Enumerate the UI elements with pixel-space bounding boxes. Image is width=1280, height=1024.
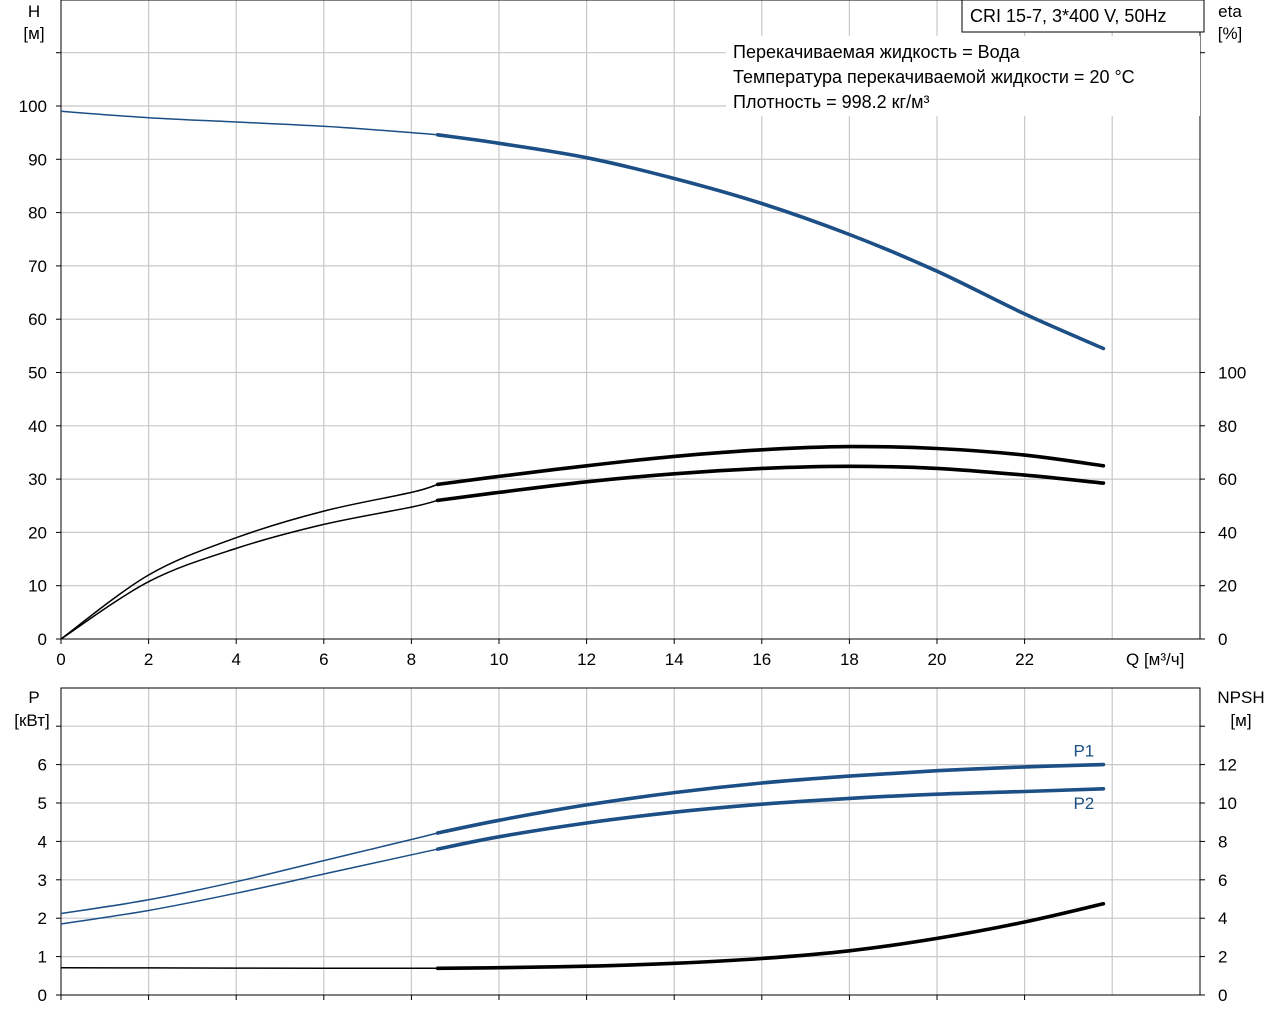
p1-curve-thick: [435, 762, 1106, 835]
right-tick-label: 0: [1218, 630, 1227, 649]
p2-curve-thick: [435, 787, 1106, 851]
x-tick-label: 22: [1015, 650, 1034, 669]
head-efficiency-chart: CRI 15-7, 3*400 V, 50Hz Перекачиваемая ж…: [19, 0, 1246, 669]
npsh-axis-name: NPSH: [1217, 688, 1264, 707]
p1-curve-thin: [60, 832, 438, 915]
right-tick-label: 100: [1218, 364, 1246, 383]
title-box: [961, 0, 1205, 33]
left-tick-label: 1: [38, 948, 47, 967]
bottom-series: P1 P2: [60, 742, 1106, 971]
power-axis-name: P: [28, 688, 39, 707]
p2-curve-thin: [60, 848, 438, 925]
left-tick-label: 100: [19, 97, 47, 116]
right-tick-label: 8: [1218, 832, 1227, 851]
head-curve-thin: [60, 110, 438, 136]
left-tick-label: 60: [28, 310, 47, 329]
x-axis-label: Q [м³/ч]: [1126, 650, 1184, 669]
x-tick-label: 20: [928, 650, 947, 669]
bottom-grid: [61, 688, 1200, 995]
right-axis-name: eta: [1218, 2, 1242, 21]
right-tick-label: 80: [1218, 417, 1237, 436]
series-label-p1: P1: [1073, 742, 1094, 761]
right-tick-label: 20: [1218, 577, 1237, 596]
left-tick-label: 90: [28, 150, 47, 169]
right-tick-label: 10: [1218, 794, 1237, 813]
left-tick-label: 40: [28, 417, 47, 436]
x-tick-label: 12: [577, 650, 596, 669]
right-tick-label: 2: [1218, 948, 1227, 967]
right-axis-unit: [%]: [1218, 24, 1243, 43]
x-axis-label-bg: [1118, 645, 1198, 669]
npsh-axis-unit: [м]: [1230, 711, 1251, 730]
x-tick-label: 6: [319, 650, 328, 669]
left-axis-name: H: [28, 2, 40, 21]
left-tick-label: 6: [38, 756, 47, 775]
left-tick-label: 30: [28, 470, 47, 489]
x-tick-label: 0: [56, 650, 65, 669]
x-tick-label: 4: [231, 650, 240, 669]
chart-title: CRI 15-7, 3*400 V, 50Hz: [970, 6, 1166, 26]
left-tick-label: 2: [38, 909, 47, 928]
left-tick-label: 70: [28, 257, 47, 276]
left-tick-label: 3: [38, 871, 47, 890]
left-tick-label: 80: [28, 204, 47, 223]
left-tick-label: 20: [28, 523, 47, 542]
series-label-p2: P2: [1073, 794, 1094, 813]
x-tick-label: 8: [407, 650, 416, 669]
npsh-curve-thick: [435, 902, 1106, 971]
info-fluid: Перекачиваемая жидкость = Вода: [733, 42, 1021, 62]
top-series: [60, 110, 1106, 640]
efficiency-curve-2-thin: [60, 499, 438, 640]
info-temperature: Температура перекачиваемой жидкости = 20…: [733, 67, 1135, 87]
left-tick-label: 4: [38, 832, 47, 851]
left-tick-label: 10: [28, 577, 47, 596]
top-ticks: 0 2 4 6 8 10 12 14 16 18 20 22 0 10 20 30 40 50 60 70 80 90 10…: [19, 52, 1246, 669]
right-tick-label: 6: [1218, 871, 1227, 890]
npsh-curve-thin: [60, 966, 438, 970]
right-tick-label: 12: [1218, 756, 1237, 775]
efficiency-curve-2-thick: [435, 464, 1106, 503]
efficiency-curve-1-thick: [435, 444, 1106, 487]
right-tick-label: 60: [1218, 470, 1237, 489]
info-density: Плотность = 998.2 кг/м³: [733, 92, 929, 112]
efficiency-curve-1-thin: [60, 483, 438, 640]
x-tick-label: 14: [665, 650, 684, 669]
left-tick-label: 5: [38, 794, 47, 813]
x-tick-label: 10: [490, 650, 509, 669]
right-tick-label: 4: [1218, 909, 1227, 928]
x-tick-label: 2: [144, 650, 153, 669]
head-curve-thick: [435, 133, 1106, 351]
x-tick-label: 18: [840, 650, 859, 669]
left-tick-label: 50: [28, 364, 47, 383]
left-tick-label: 0: [38, 630, 47, 649]
left-axis-unit: [м]: [23, 24, 44, 43]
right-tick-label: 40: [1218, 523, 1237, 542]
info-box: [726, 36, 1200, 116]
power-axis-unit: [кВт]: [14, 711, 49, 730]
x-tick-label: 16: [752, 650, 771, 669]
right-tick-label: 0: [1218, 986, 1227, 1005]
left-tick-label: 0: [38, 986, 47, 1005]
